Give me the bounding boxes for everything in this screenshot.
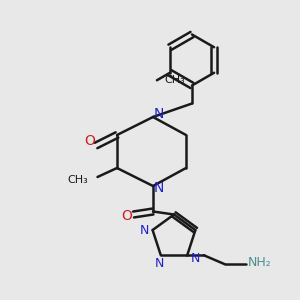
Text: CH₃: CH₃ <box>164 75 185 85</box>
Text: NH₂: NH₂ <box>248 256 271 269</box>
Text: O: O <box>84 134 95 148</box>
Text: N: N <box>153 181 164 194</box>
Text: CH₃: CH₃ <box>68 175 88 185</box>
Text: O: O <box>122 209 132 223</box>
Text: N: N <box>140 224 149 236</box>
Text: N: N <box>154 257 164 270</box>
Text: N: N <box>153 107 164 121</box>
Text: N: N <box>191 252 200 265</box>
